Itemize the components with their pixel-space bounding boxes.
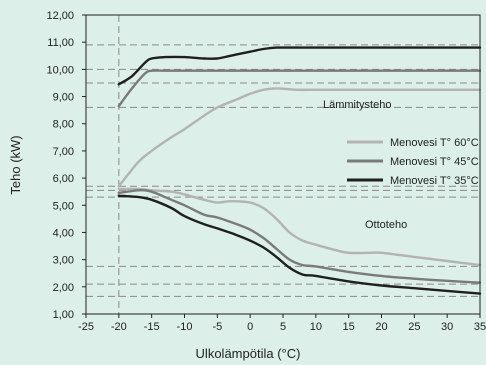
- y-axis-title: Teho (kW): [8, 135, 23, 194]
- y-tick-label: 12,00: [46, 10, 74, 22]
- legend-label-35: Menovesi T° 35°C: [390, 175, 479, 187]
- legend-label-60: Menovesi T° 60°C: [390, 137, 479, 149]
- y-tick-label: 5,00: [53, 200, 74, 212]
- legend: Menovesi T° 60°C Menovesi T° 45°C Menove…: [347, 137, 479, 187]
- series-45-heating-line: [117, 69, 482, 108]
- x-tick-label: 5: [280, 321, 286, 333]
- series-35-intake-line: [117, 194, 482, 295]
- x-tick-label: -25: [78, 321, 94, 333]
- y-tick-label: 10,00: [46, 64, 74, 76]
- y-axis-ticks: 1,00 2,00 3,00 4,00 5,00 6,00 7,00 8,00 9,00 10,0…: [46, 10, 86, 321]
- y-tick-label: 3,00: [53, 255, 74, 267]
- reference-lines: [86, 15, 480, 314]
- x-tick-label: 0: [247, 321, 253, 333]
- series-60-heating-line: [117, 87, 482, 188]
- series-lines: [117, 46, 482, 295]
- x-tick-label: -15: [144, 321, 160, 333]
- x-axis-ticks: -25 -20 -15 -10 -5 0 5 10 15 20 25 30 35: [78, 314, 486, 333]
- x-tick-label: 10: [310, 321, 322, 333]
- x-tick-label: 35: [474, 321, 486, 333]
- y-tick-label: 4,00: [53, 227, 74, 239]
- x-tick-label: 25: [408, 321, 420, 333]
- y-tick-label: 9,00: [53, 92, 74, 104]
- y-tick-label: 2,00: [53, 282, 74, 294]
- series-45-intake-line: [117, 189, 482, 284]
- y-tick-label: 8,00: [53, 119, 74, 131]
- x-tick-label: -10: [177, 321, 193, 333]
- series-35-heating-line: [117, 46, 482, 86]
- y-tick-label: 6,00: [53, 173, 74, 185]
- x-tick-label: 20: [375, 321, 387, 333]
- y-tick-label: 11,00: [47, 37, 74, 49]
- x-tick-label: 30: [441, 321, 453, 333]
- series-60-intake-line: [117, 187, 482, 267]
- y-tick-label: 1,00: [53, 309, 74, 321]
- intake-annotation: Ottoteho: [365, 219, 407, 231]
- x-tick-label: -20: [111, 321, 127, 333]
- y-tick-label: 7,00: [53, 146, 74, 158]
- x-tick-label: 15: [343, 321, 355, 333]
- legend-label-45: Menovesi T° 45°C: [390, 156, 479, 168]
- x-tick-label: -5: [212, 321, 222, 333]
- heating-annotation: Lämmitysteho: [323, 99, 391, 111]
- x-axis-title: Ulkolämpötila (°C): [196, 346, 301, 361]
